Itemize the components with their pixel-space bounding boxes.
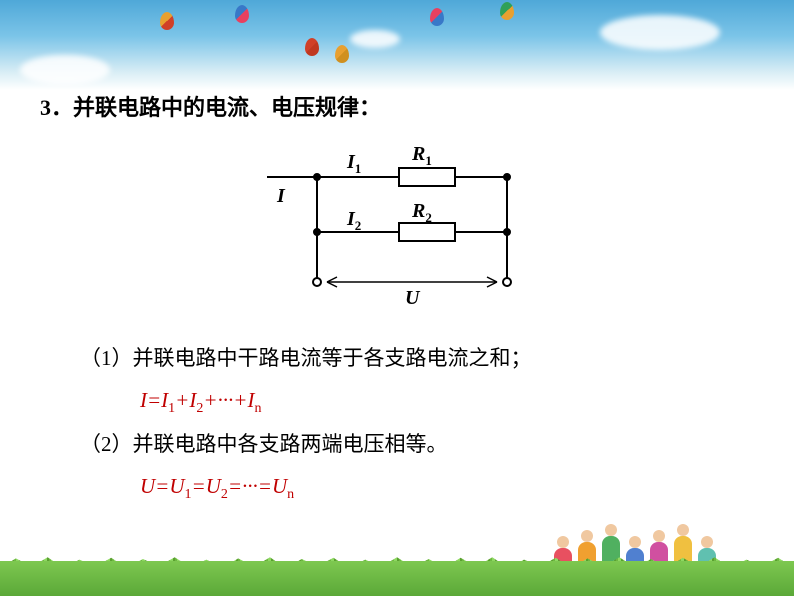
main-content: 3．并联电路中的电流、电压规律： (0, 90, 794, 509)
label-R2: R2 (411, 200, 432, 225)
rule-1-text: （1）并联电路中干路电流等于各支路电流之和； (80, 337, 794, 379)
label-R1: R1 (411, 143, 432, 168)
section-title: 3．并联电路中的电流、电压规律： (40, 90, 794, 122)
label-I2: I2 (346, 208, 361, 233)
grass-background (0, 561, 794, 596)
rule-2-text: （2）并联电路中各支路两端电压相等。 (80, 423, 794, 465)
label-I1: I1 (346, 151, 361, 176)
rule-2-formula: U=U1=U2=···=Un (140, 465, 794, 509)
rule-1-formula: I=I1+I2+···+In (140, 379, 794, 423)
label-I: I (276, 185, 286, 207)
label-U: U (405, 287, 421, 309)
parallel-circuit-diagram: I I1 I2 R1 R2 U (227, 132, 567, 317)
rules-block: （1）并联电路中干路电流等于各支路电流之和； I=I1+I2+···+In （2… (80, 337, 794, 509)
